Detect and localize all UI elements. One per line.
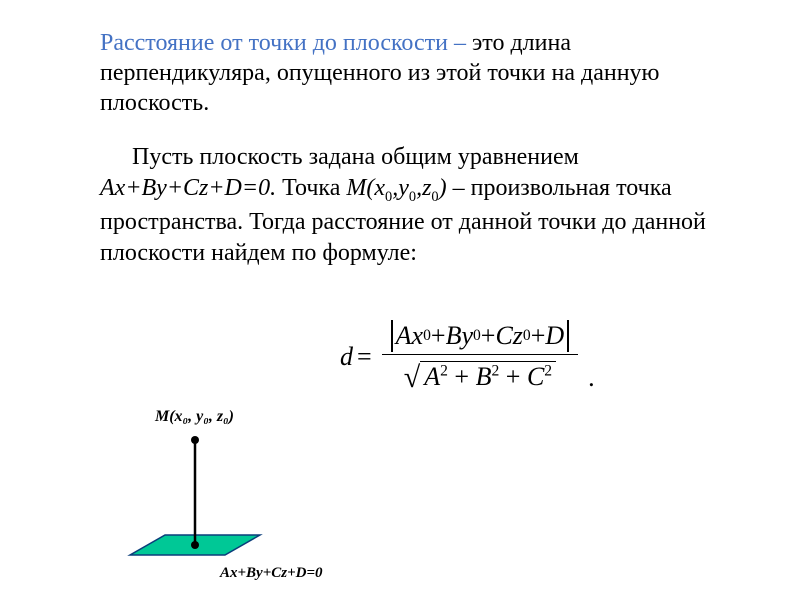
formula-denominator: √ A2 + B2 + C2 (404, 355, 556, 393)
point-m-label: M(x₀, y₀, z₀) (155, 408, 234, 426)
definition-highlight: Расстояние от точки до плоскости – (100, 30, 466, 56)
sqrt-content: A2 + B2 + C2 (420, 361, 556, 392)
distance-formula: d = Ax0 + By0 + Cz0 + D √ A2 + B (340, 320, 595, 393)
abs-bar-right (567, 320, 569, 352)
formula-numerator: Ax0 + By0 + Cz0 + D (382, 320, 579, 354)
plane-equation-label: Ax+By+Cz+D=0 (220, 565, 323, 582)
body-paragraph: Пусть плоскость задана общим уравнением … (100, 142, 740, 269)
body-line1: Пусть плоскость задана общим уравнением (132, 144, 579, 170)
dash: – (447, 175, 471, 201)
foot-dot (191, 541, 199, 549)
formula-lhs: d (340, 342, 353, 372)
point-m-dot (191, 436, 199, 444)
point-text1: Точка (276, 175, 346, 201)
plane-equation-inline: Ax+By+Cz+D=0. (100, 175, 276, 201)
formula-fraction: Ax0 + By0 + Cz0 + D √ A2 + B2 + C2 (382, 320, 579, 393)
formula-period: . (588, 363, 595, 393)
diagram-svg (120, 400, 380, 580)
geometry-diagram: M(x₀, y₀, z₀) Ax+By+Cz+D=0 (120, 400, 380, 590)
abs-bar-left (391, 320, 393, 352)
point-m-part1: M(x0,y0,z0) (346, 175, 446, 201)
sqrt-symbol: √ (404, 361, 420, 395)
formula-eq: = (357, 342, 372, 372)
definition-paragraph: Расстояние от точки до плоскости – это д… (100, 28, 740, 118)
